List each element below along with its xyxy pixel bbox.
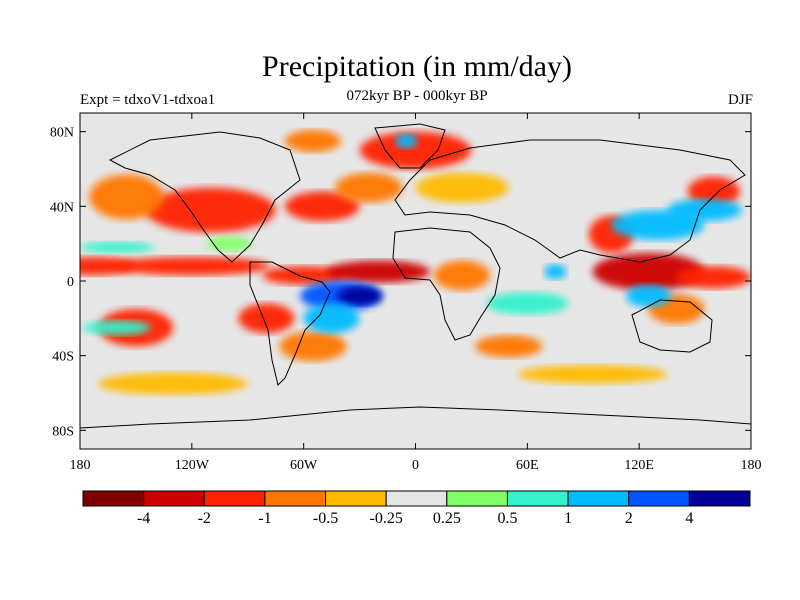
anomaly-region-10 [335,172,403,203]
y-tick-label-1: 40N [50,200,74,215]
coastlines [80,123,751,429]
colorbar-label-5: 0.25 [433,510,461,527]
colorbar: -4 -2 -1 -0.5 -0.25 0.25 0.5 1 2 4 [82,490,751,527]
anomaly-region-27 [667,198,742,222]
x-tick-label-1: 120W [175,458,210,473]
colorbar-box-3 [264,490,327,507]
anomaly-region-15 [687,176,740,207]
experiment-label: Expt = tdxoV1-tdxoa1 [80,92,216,108]
anomaly-region-30 [544,264,567,280]
anomaly-region-21 [98,372,248,395]
anomaly-region-25 [303,303,360,334]
y-tick-label-0: 80N [50,126,74,141]
anomaly-field [80,129,751,395]
anomaly-region-24 [337,286,382,306]
anomaly-region-1 [113,256,271,276]
y-tick-label-4: 80S [52,424,74,439]
anomaly-region-13 [415,172,509,203]
x-axis: 180 120W 60W 0 60E 120E 180 [70,113,762,473]
anomaly-region-17 [238,303,295,334]
y-axis: 80N 40N 0 40S 80S [50,126,751,439]
anomaly-region-5 [592,252,705,291]
colorbar-box-7 [506,490,569,507]
colorbar-box-0 [82,490,145,507]
anomaly-region-6 [676,266,751,289]
anomaly-region-19 [475,335,543,358]
colorbar-label-9: 4 [685,510,693,527]
anomaly-region-18 [279,331,347,362]
x-tick-label-5: 120E [624,458,654,473]
x-tick-label-3: 0 [412,458,419,473]
y-tick-label-3: 40S [52,350,74,365]
anomaly-region-7 [145,187,276,233]
anomaly-region-4 [434,260,491,291]
colorbar-label-6: 0.5 [497,510,517,527]
colorbar-label-7: 1 [564,510,572,527]
anomaly-region-8 [89,174,164,220]
colorbar-label-0: -4 [137,510,150,527]
anomaly-region-0 [80,256,136,276]
colorbar-box-6 [446,490,508,507]
anomaly-region-33 [394,133,418,149]
x-tick-label-4: 60E [516,458,539,473]
map-title: Precipitation (in mm/day) [262,50,572,83]
anomaly-region-11 [359,131,472,169]
anomaly-region-12 [285,129,341,153]
anomaly-region-31 [80,241,155,253]
x-tick-label-2: 60W [290,458,318,473]
anomaly-region-22 [518,365,668,384]
colorbar-box-1 [143,490,205,507]
anomaly-region-29 [486,292,569,315]
x-tick-label-0: 180 [70,458,91,473]
y-tick-label-2: 0 [67,275,74,290]
colorbar-label-8: 2 [625,510,633,527]
colorbar-box-4 [325,490,387,507]
anomaly-region-2 [262,266,345,285]
season-label: DJF [727,92,753,108]
colorbar-label-2: -1 [258,510,271,527]
colorbar-label-4: -0.25 [370,510,403,527]
colorbar-box-8 [567,490,630,507]
anomaly-region-34 [206,236,252,252]
colorbar-box-2 [203,490,266,507]
anomaly-region-28 [626,284,671,308]
colorbar-box-9 [628,490,690,507]
anomaly-region-9 [285,191,360,222]
colorbar-box-10 [688,490,751,507]
colorbar-label-1: -2 [198,510,211,527]
period-label: 072kyr BP - 000kyr BP [346,88,488,104]
colorbar-box-5 [385,490,448,507]
colorbar-label-3: -0.5 [313,510,338,527]
anomaly-region-3 [326,260,431,283]
anomaly-region-32 [83,320,151,336]
x-tick-label-6: 180 [741,458,762,473]
